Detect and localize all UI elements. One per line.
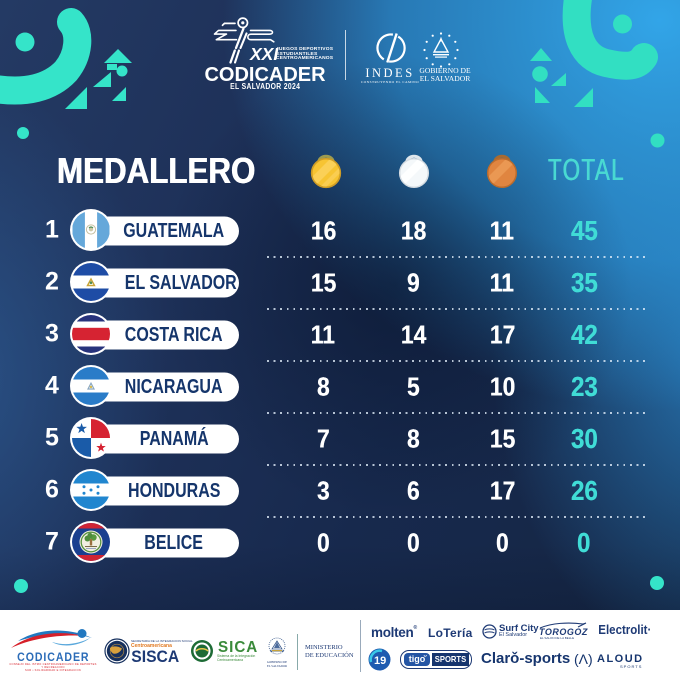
svg-text:19: 19 bbox=[374, 655, 386, 667]
